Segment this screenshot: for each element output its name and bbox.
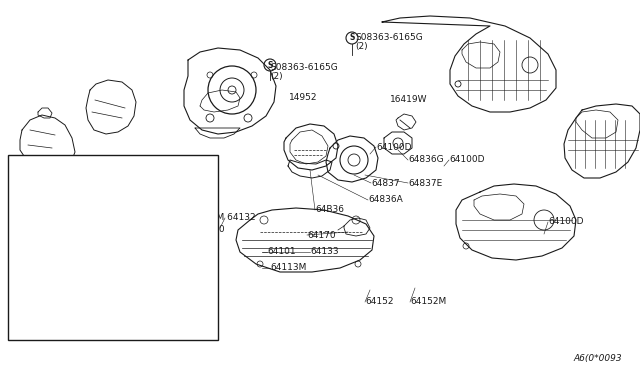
Text: 64152M: 64152M — [410, 298, 446, 307]
Bar — [8, 155, 218, 340]
Text: 64151M: 64151M — [65, 201, 101, 209]
Text: 64100: 64100 — [196, 225, 225, 234]
Text: 64B36: 64B36 — [315, 205, 344, 215]
Text: 64836A: 64836A — [368, 196, 403, 205]
Text: S: S — [268, 61, 273, 70]
Text: S08363-6165G
(2): S08363-6165G (2) — [270, 62, 338, 81]
Text: 64101: 64101 — [267, 247, 296, 257]
Text: 64152: 64152 — [365, 298, 394, 307]
Text: 64837E: 64837E — [408, 179, 442, 187]
Text: 14952: 14952 — [289, 93, 317, 103]
Text: 64836G: 64836G — [408, 155, 444, 164]
Text: S08363-6165G
(2): S08363-6165G (2) — [355, 33, 423, 51]
Text: 64151: 64151 — [72, 211, 100, 219]
Text: 16419W: 16419W — [390, 96, 428, 105]
Text: 64100D: 64100D — [548, 218, 584, 227]
Text: 64100DA: 64100DA — [62, 248, 104, 257]
Text: 64100D: 64100D — [376, 142, 412, 151]
Circle shape — [95, 267, 101, 273]
Text: A6(0*0093: A6(0*0093 — [573, 353, 622, 362]
Text: 64170: 64170 — [307, 231, 335, 240]
Text: 64113M: 64113M — [270, 263, 307, 273]
Text: 64112M 64132: 64112M 64132 — [188, 214, 255, 222]
Text: 64100D: 64100D — [449, 155, 484, 164]
Text: 64837: 64837 — [371, 179, 399, 187]
Text: S: S — [349, 33, 355, 42]
Text: SEE SEC.750: SEE SEC.750 — [68, 315, 125, 324]
Text: 64100DB: 64100DB — [46, 266, 88, 275]
Text: 64133: 64133 — [310, 247, 339, 257]
